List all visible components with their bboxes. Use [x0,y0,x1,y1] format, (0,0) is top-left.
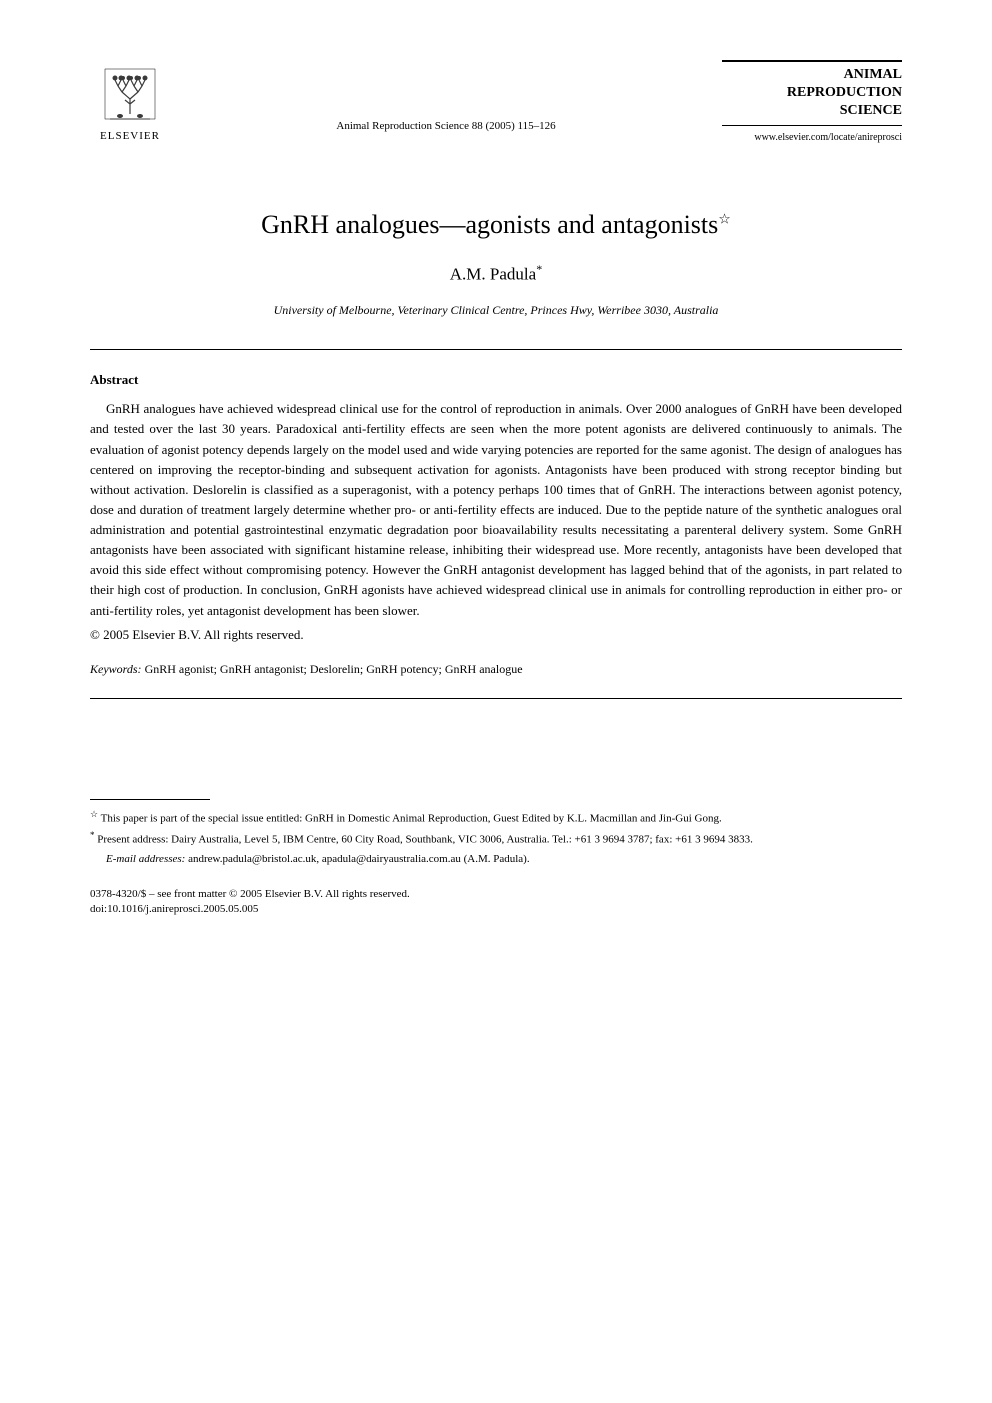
journal-title-line3: SCIENCE [722,102,902,120]
asterisk-icon: * [90,830,95,840]
journal-title: ANIMAL REPRODUCTION SCIENCE [722,60,902,126]
star-icon: ☆ [90,809,98,819]
publisher-name: ELSEVIER [100,128,160,145]
paper-title: GnRH analogues—agonists and antagonists☆ [90,205,902,244]
keywords: Keywords: GnRH agonist; GnRH antagonist;… [90,660,902,678]
elsevier-tree-icon [100,64,160,124]
issn-line: 0378-4320/$ – see front matter © 2005 El… [90,887,902,902]
affiliation: University of Melbourne, Veterinary Clin… [90,301,902,319]
abstract-heading: Abstract [90,370,902,390]
footnote-star: ☆ This paper is part of the special issu… [90,808,902,827]
doi-line: doi:10.1016/j.anireprosci.2005.05.005 [90,902,902,917]
footnote-corresponding-text: Present address: Dairy Australia, Level … [97,834,753,846]
title-text: GnRH analogues—agonists and antagonists [261,210,718,239]
abstract-copyright: © 2005 Elsevier B.V. All rights reserved… [90,625,902,645]
footnote-separator [90,799,210,800]
header-row: ELSEVIER Animal Reproduction Science 88 … [90,60,902,145]
journal-box: ANIMAL REPRODUCTION SCIENCE www.elsevier… [722,60,902,145]
journal-url: www.elsevier.com/locate/anireprosci [722,130,902,145]
bottom-info: 0378-4320/$ – see front matter © 2005 El… [90,887,902,918]
email-text: andrew.padula@bristol.ac.uk, apadula@dai… [188,853,530,865]
keywords-text: GnRH agonist; GnRH antagonist; Desloreli… [145,662,523,676]
abstract-text: GnRH analogues have achieved widespread … [90,399,902,621]
author-asterisk: * [536,262,542,276]
email-label: E-mail addresses: [106,853,185,865]
author-text: A.M. Padula [450,264,536,283]
title-section: GnRH analogues—agonists and antagonists☆… [90,205,902,319]
top-divider [90,349,902,350]
abstract-section: Abstract GnRH analogues have achieved wi… [90,370,902,645]
footnote-corresponding: * Present address: Dairy Australia, Leve… [90,829,902,848]
publisher-logo: ELSEVIER [90,64,170,145]
footnote-email: E-mail addresses: andrew.padula@bristol.… [90,851,902,868]
footnotes-section: ☆ This paper is part of the special issu… [90,799,902,867]
bottom-divider [90,698,902,699]
journal-reference: Animal Reproduction Science 88 (2005) 11… [190,118,702,145]
title-star-icon: ☆ [718,212,731,227]
author-name: A.M. Padula* [90,260,902,287]
keywords-label: Keywords: [90,662,142,676]
journal-title-line1: ANIMAL [722,66,902,84]
footnote-star-text: This paper is part of the special issue … [101,813,722,825]
journal-title-line2: REPRODUCTION [722,84,902,102]
